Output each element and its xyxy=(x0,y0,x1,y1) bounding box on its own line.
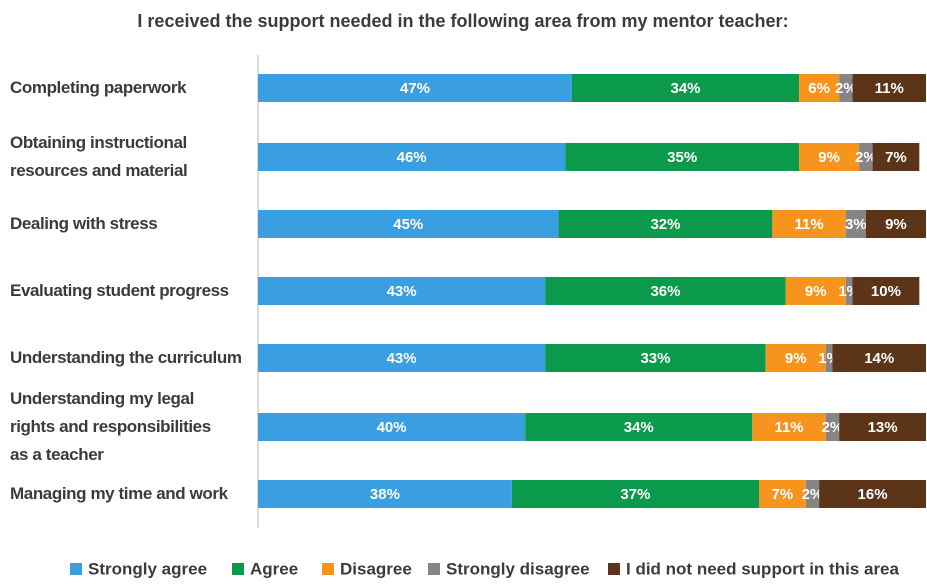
bar-segment xyxy=(839,413,926,441)
chart-title: I received the support needed in the fol… xyxy=(137,11,788,31)
legend-swatch xyxy=(322,563,334,575)
data-label: 2% xyxy=(855,149,877,166)
data-label: 40% xyxy=(377,419,407,436)
data-label: 9% xyxy=(785,350,807,367)
bar-segment xyxy=(799,143,860,171)
data-label: 6% xyxy=(808,80,830,97)
data-label: 3% xyxy=(845,216,867,233)
data-label: 47% xyxy=(400,80,430,97)
data-label: 11% xyxy=(794,216,823,233)
bar-segment xyxy=(845,277,853,305)
bar-segment xyxy=(825,344,833,372)
bar-segment xyxy=(859,143,873,171)
data-label: 45% xyxy=(393,216,423,233)
legend-label: Strongly agree xyxy=(88,559,207,578)
bar-segment xyxy=(805,480,820,508)
bar-segment xyxy=(819,480,926,508)
category-label: Dealing with stress xyxy=(10,214,158,233)
bar-segment xyxy=(799,74,840,102)
bar-segment xyxy=(839,74,853,102)
bar-segment xyxy=(785,277,846,305)
legend-swatch xyxy=(232,563,244,575)
bar-segment xyxy=(258,74,572,102)
data-label: 10% xyxy=(871,283,901,300)
bar-segment xyxy=(865,210,926,238)
data-label: 32% xyxy=(650,216,680,233)
category-label: Completing paperwork xyxy=(10,78,187,97)
bar-segment xyxy=(258,413,526,441)
data-label: 34% xyxy=(671,80,701,97)
bar-segment xyxy=(558,210,773,238)
bar-segment xyxy=(511,480,759,508)
data-label: 35% xyxy=(667,149,697,166)
legend-label: Agree xyxy=(250,559,298,578)
data-label: 9% xyxy=(818,149,840,166)
data-label: 34% xyxy=(624,419,654,436)
data-label: 2% xyxy=(822,419,844,436)
bar-segment xyxy=(832,344,926,372)
bar-segment xyxy=(258,277,546,305)
bar-segment xyxy=(825,413,840,441)
legend-swatch xyxy=(70,563,82,575)
data-label: 37% xyxy=(620,486,650,503)
data-label: 11% xyxy=(875,80,904,97)
category-label: Understanding the curriculum xyxy=(10,348,242,367)
data-label: 33% xyxy=(640,350,670,367)
data-label: 16% xyxy=(858,486,888,503)
bar-segment xyxy=(258,143,566,171)
data-label: 7% xyxy=(885,149,907,166)
category-label: Evaluating student progress xyxy=(10,281,229,300)
bar-segment xyxy=(258,210,559,238)
data-label: 11% xyxy=(774,419,803,436)
legend-label: Strongly disagree xyxy=(446,559,590,578)
legend-swatch xyxy=(608,563,620,575)
bar-segment xyxy=(525,413,753,441)
data-label: 13% xyxy=(868,419,898,436)
category-label: Obtaining instructional resources and ma… xyxy=(10,133,188,180)
category-label: Understanding my legal rights and respon… xyxy=(10,389,211,464)
bar-segment xyxy=(545,277,786,305)
data-label: 14% xyxy=(864,350,894,367)
bar-segment xyxy=(852,74,926,102)
bar-segment xyxy=(258,480,512,508)
bar-segment xyxy=(872,143,920,171)
bar-segment xyxy=(752,413,826,441)
data-label: 9% xyxy=(885,216,907,233)
bar-segment xyxy=(258,344,546,372)
bar-segment xyxy=(565,143,800,171)
bar-segment xyxy=(571,74,800,102)
bar-segment xyxy=(845,210,866,238)
data-label: 2% xyxy=(802,486,824,503)
legend-swatch xyxy=(428,563,440,575)
data-label: 38% xyxy=(370,486,400,503)
data-label: 7% xyxy=(772,486,794,503)
bar-segment xyxy=(759,480,806,508)
data-label: 43% xyxy=(387,350,417,367)
legend-label: I did not need support in this area xyxy=(626,559,900,578)
data-label: 2% xyxy=(835,80,857,97)
category-label: Managing my time and work xyxy=(10,484,228,503)
bar-segment xyxy=(765,344,826,372)
bar-segment xyxy=(852,277,920,305)
bar-segment xyxy=(545,344,766,372)
legend-label: Disagree xyxy=(340,559,412,578)
data-label: 36% xyxy=(650,283,680,300)
data-label: 9% xyxy=(805,283,827,300)
bar-segment xyxy=(772,210,846,238)
data-label: 46% xyxy=(397,149,427,166)
data-label: 43% xyxy=(387,283,417,300)
